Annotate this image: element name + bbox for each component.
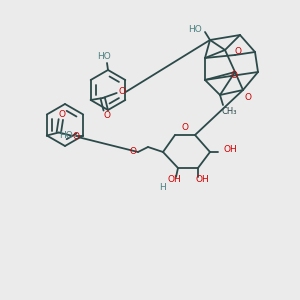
- Text: O: O: [58, 110, 65, 119]
- Text: OH: OH: [167, 176, 181, 184]
- Text: CH₃: CH₃: [222, 107, 238, 116]
- Text: O: O: [182, 122, 188, 131]
- Text: O: O: [103, 110, 110, 119]
- Text: O: O: [130, 146, 136, 155]
- Text: O: O: [244, 94, 251, 103]
- Text: HO: HO: [97, 52, 111, 61]
- Text: HO: HO: [59, 131, 73, 140]
- Text: H: H: [160, 184, 167, 193]
- Text: O: O: [235, 47, 242, 56]
- Text: O: O: [118, 88, 125, 97]
- Text: O: O: [230, 71, 238, 80]
- Text: OH: OH: [224, 146, 238, 154]
- Text: OH: OH: [195, 176, 209, 184]
- Text: HO: HO: [188, 26, 202, 34]
- Text: O: O: [72, 132, 79, 141]
